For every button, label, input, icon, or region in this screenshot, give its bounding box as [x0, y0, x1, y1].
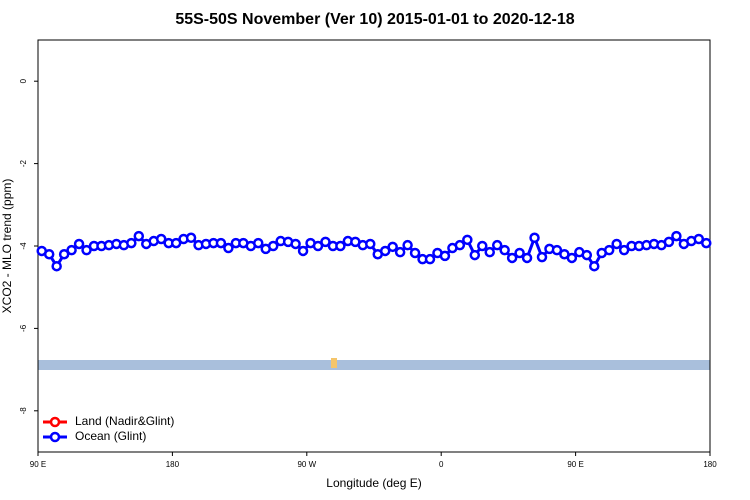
data-point: [693, 233, 705, 245]
x-tick-label: 180: [703, 460, 717, 469]
data-point: [394, 246, 406, 258]
legend-marker: [49, 416, 61, 428]
x-tick-label: 90 E: [30, 460, 46, 469]
y-tick-label: -2: [19, 159, 28, 167]
data-point: [51, 260, 62, 272]
data-point: [551, 244, 563, 256]
data-point: [170, 237, 182, 249]
y-tick-label: 0: [19, 78, 28, 83]
data-point: [477, 240, 488, 252]
x-axis-label: Longitude (deg E): [326, 476, 421, 490]
y-tick-label: -6: [19, 324, 28, 332]
data-point: [462, 234, 473, 246]
data-point: [133, 230, 145, 242]
data-point: [43, 248, 55, 260]
legend-label: Land (Nadir&Glint): [75, 414, 174, 428]
data-point: [663, 236, 675, 248]
data-point: [297, 245, 309, 257]
legend-label: Ocean (Glint): [75, 429, 146, 443]
data-point: [223, 242, 234, 254]
data-point: [671, 230, 682, 242]
data-point: [73, 238, 85, 250]
land-band: [38, 360, 710, 370]
data-point: [521, 252, 533, 264]
data-point: [126, 237, 137, 249]
y-tick-label: -4: [19, 242, 28, 250]
data-point: [215, 237, 227, 249]
data-point: [66, 244, 77, 256]
data-point: [491, 239, 503, 251]
legend-marker: [49, 431, 61, 443]
data-point: [290, 238, 301, 250]
data-point: [253, 237, 264, 249]
data-point: [58, 248, 70, 260]
data-point: [611, 238, 622, 250]
x-tick-label: 90 E: [567, 460, 583, 469]
data-point: [566, 252, 578, 264]
data-point: [536, 251, 548, 263]
y-axis-label: XCO2 - MLO trend (ppm): [0, 179, 14, 314]
data-point: [185, 232, 197, 244]
data-point: [81, 244, 92, 256]
data-point: [155, 233, 167, 245]
data-point: [618, 244, 630, 256]
y-tick-label: -8: [19, 407, 28, 415]
data-point: [402, 239, 413, 251]
chart-title: 55S-50S November (Ver 10) 2015-01-01 to …: [175, 11, 574, 28]
x-tick-label: 0: [439, 460, 444, 469]
data-point: [514, 247, 525, 259]
x-tick-label: 180: [166, 460, 180, 469]
data-point: [469, 249, 481, 261]
data-point: [320, 236, 331, 248]
data-point: [589, 260, 600, 272]
data-point: [379, 245, 391, 257]
data-point: [335, 240, 346, 252]
data-point: [312, 240, 324, 252]
data-point: [701, 237, 712, 249]
land-patch: [331, 358, 337, 368]
data-point: [267, 240, 279, 252]
data-point: [529, 232, 540, 244]
data-point: [409, 247, 421, 259]
data-point: [439, 250, 451, 262]
data-point: [424, 253, 436, 265]
data-point: [387, 241, 398, 253]
data-point: [365, 238, 376, 250]
data-point: [454, 239, 466, 251]
data-point: [603, 244, 615, 256]
x-tick-label: 90 W: [297, 460, 316, 469]
data-point: [484, 246, 495, 258]
data-point: [499, 244, 510, 256]
data-point: [506, 252, 518, 264]
data-point: [581, 249, 593, 261]
